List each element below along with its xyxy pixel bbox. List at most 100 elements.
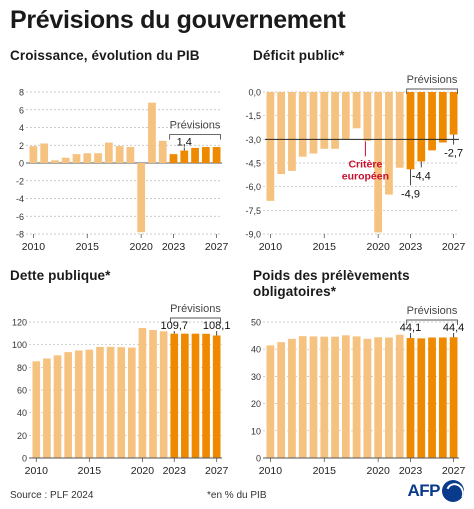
forecast-bracket xyxy=(406,88,458,94)
bar-2015 xyxy=(320,336,329,458)
x-tick-label: 2023 xyxy=(163,465,187,477)
bar-2015 xyxy=(83,153,92,163)
x-tick-label: 2020 xyxy=(366,241,390,253)
y-tick-label: 40 xyxy=(251,345,261,355)
bar-2013 xyxy=(298,336,307,458)
bar-2014 xyxy=(72,154,81,163)
bar-2012 xyxy=(51,160,59,163)
bar-2010 xyxy=(266,92,275,201)
bar-2023 xyxy=(169,154,178,163)
y-tick-label: 60 xyxy=(17,386,27,396)
data-label-2023: 109,7 xyxy=(160,320,188,332)
y-tick-label: 0 xyxy=(19,159,24,169)
bar-2020 xyxy=(138,328,147,458)
y-tick-label: 120 xyxy=(12,318,27,328)
bar-2024 xyxy=(181,333,189,458)
bar-2013 xyxy=(64,352,72,458)
chart-deficit: 0,0 -1,5 -3,0 -4,5 -6,0 -7,5 -9,0 Critèreeuropé… xyxy=(245,74,466,253)
y-tick-label: -3,0 xyxy=(245,135,261,145)
bar-2018 xyxy=(352,336,361,458)
bar-2025 xyxy=(428,92,436,151)
bar-2015 xyxy=(85,349,94,458)
bar-2026 xyxy=(438,337,447,458)
bar-2024 xyxy=(180,150,189,163)
bar-2010 xyxy=(32,361,41,458)
data-label-2023: 44,1 xyxy=(400,322,421,334)
data-label-2024: 1,4 xyxy=(177,137,192,149)
bar-2026 xyxy=(438,92,447,143)
forecast-bracket xyxy=(169,134,221,140)
bar-2018 xyxy=(115,146,124,163)
x-tick-label: 2027 xyxy=(205,241,229,253)
y-tick-label: 80 xyxy=(17,363,27,373)
y-tick-label: 8 xyxy=(19,88,24,98)
bar-2027 xyxy=(449,92,458,135)
bar-2019 xyxy=(363,338,372,458)
x-tick-label: 2015 xyxy=(313,241,337,253)
bar-2012 xyxy=(53,355,62,458)
chart-title-deficit: Déficit public* xyxy=(253,48,345,63)
x-tick-label: 2020 xyxy=(129,241,153,253)
bar-2027 xyxy=(212,147,221,163)
bar-2025 xyxy=(191,333,200,458)
bar-2011 xyxy=(277,342,286,458)
reference-label-line1: Critère xyxy=(348,158,382,170)
forecast-bracket xyxy=(169,317,221,323)
forecast-label: Prévisions xyxy=(170,303,221,315)
data-label-2024: -4,4 xyxy=(412,170,431,182)
y-tick-label: -6,0 xyxy=(245,182,261,192)
x-tick-label: 2023 xyxy=(399,241,423,253)
x-tick-label: 2010 xyxy=(259,465,283,477)
afp-logo: AFP xyxy=(407,480,464,502)
bar-2011 xyxy=(40,143,49,163)
bar-2015 xyxy=(320,92,329,149)
x-tick-label: 2010 xyxy=(259,241,283,253)
forecast-label: Prévisions xyxy=(407,305,458,317)
bar-2020 xyxy=(374,337,383,458)
bar-2017 xyxy=(341,92,350,140)
chart-prelevements: 0 10 20 30 40 50 Prévisions 44,1 44,4 2010 2015 202… xyxy=(251,305,465,477)
x-tick-label: 2015 xyxy=(76,241,100,253)
afp-logo-text: AFP xyxy=(407,481,441,500)
bar-2018 xyxy=(117,347,126,458)
x-tick-label: 2010 xyxy=(22,241,46,253)
bar-2026 xyxy=(201,147,210,163)
y-tick-label: 4 xyxy=(19,123,24,133)
bar-2027 xyxy=(212,335,221,458)
reference-label-line2: européen xyxy=(342,170,389,182)
y-tick-label: 0,0 xyxy=(248,88,261,98)
y-tick-label: -4 xyxy=(16,194,24,204)
bar-2021 xyxy=(385,337,393,458)
bar-2025 xyxy=(428,337,436,458)
bar-2013 xyxy=(61,157,70,163)
y-tick-label: -6 xyxy=(16,212,24,222)
y-tick-label: 0 xyxy=(22,454,27,464)
main-title: Prévisions du gouvernement xyxy=(10,6,346,34)
bar-2019 xyxy=(126,147,135,163)
bar-2023 xyxy=(406,92,415,170)
x-tick-label: 2023 xyxy=(399,465,423,477)
unit-note: *en % du PIB xyxy=(207,490,267,501)
bar-2012 xyxy=(288,92,296,171)
y-tick-label: -2 xyxy=(16,176,24,186)
data-label-2027: 44,4 xyxy=(443,322,464,334)
bar-2024 xyxy=(417,338,426,458)
forecast-label: Prévisions xyxy=(407,74,458,86)
forecast-bracket xyxy=(406,319,458,325)
bar-2021 xyxy=(385,92,393,195)
bar-2021 xyxy=(149,330,157,458)
y-tick-label: 2 xyxy=(19,141,24,151)
x-tick-label: 2015 xyxy=(78,465,102,477)
x-tick-label: 2027 xyxy=(205,465,229,477)
bar-2016 xyxy=(94,153,102,163)
bar-2016 xyxy=(331,92,339,149)
y-tick-label: 6 xyxy=(19,105,24,115)
x-tick-label: 2027 xyxy=(442,241,466,253)
data-label-2027: -2,7 xyxy=(444,148,463,160)
y-tick-label: -8 xyxy=(16,230,24,240)
bar-2022 xyxy=(395,92,404,168)
chart-croissance: -8 -6 -4 -2 0 2 4 6 8 Prévisions 1,4 2010 2015 2020 20… xyxy=(16,88,229,254)
bar-2010 xyxy=(266,345,275,458)
bar-2023 xyxy=(406,338,415,458)
